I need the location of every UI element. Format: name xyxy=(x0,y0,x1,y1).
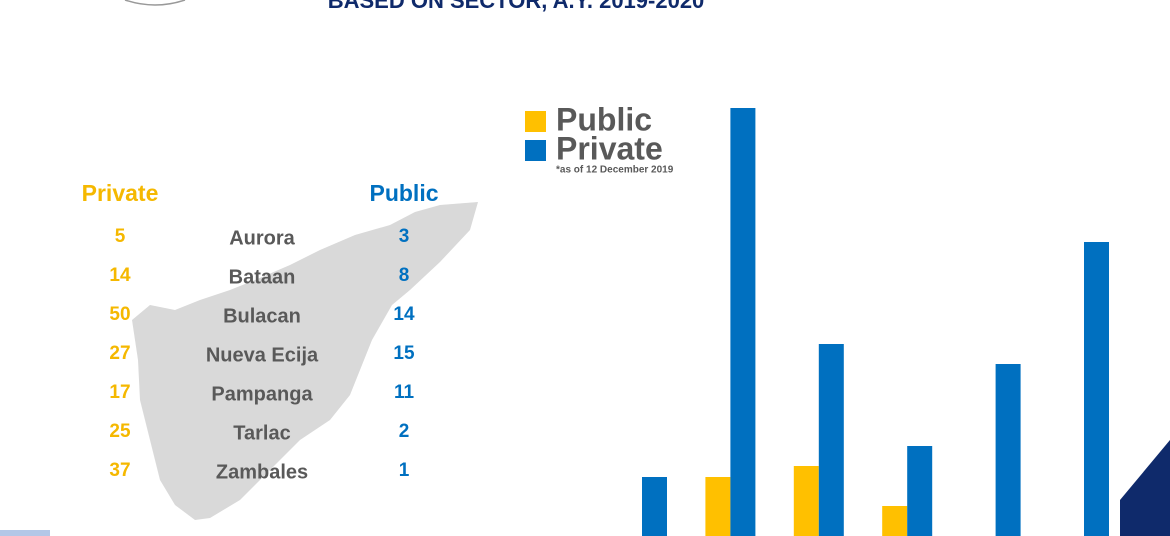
logo xyxy=(124,0,186,6)
public-count: 2 xyxy=(399,421,410,442)
private-count: 25 xyxy=(109,421,131,442)
bar xyxy=(907,446,933,536)
public-count: 11 xyxy=(394,382,415,403)
table: Private Public 5 Aurora 3 14 Bataan 8 50 Bulacan 1… xyxy=(82,180,439,483)
map xyxy=(132,202,478,520)
legend-swatch xyxy=(525,111,546,132)
bar xyxy=(882,506,908,536)
legend-label: Public xyxy=(556,101,652,137)
legend-swatch xyxy=(525,140,546,161)
province: Bulacan xyxy=(223,305,301,327)
private-count: 5 xyxy=(115,226,126,247)
decoration xyxy=(0,530,50,536)
bar xyxy=(818,344,844,536)
province: Zambales xyxy=(216,461,308,483)
decoration xyxy=(1120,440,1170,536)
bar xyxy=(793,466,819,536)
bar xyxy=(730,108,756,536)
public-count: 15 xyxy=(393,343,415,364)
column-header: Public xyxy=(369,180,438,206)
province: Bataan xyxy=(229,266,296,288)
bar xyxy=(995,364,1021,536)
bar xyxy=(705,477,731,536)
public-count: 8 xyxy=(399,265,410,286)
title: BASED ON SECTOR, A.Y. 2019-2020 xyxy=(328,0,705,13)
public-count: 1 xyxy=(399,460,410,481)
province: Pampanga xyxy=(211,383,313,405)
province: Tarlac xyxy=(233,422,290,444)
province: Nueva Ecija xyxy=(206,344,319,366)
public-count: 14 xyxy=(393,304,415,325)
private-count: 27 xyxy=(109,343,130,364)
private-count: 14 xyxy=(109,265,131,286)
bar xyxy=(1084,242,1109,536)
public-count: 3 xyxy=(399,226,410,247)
province: Aurora xyxy=(229,227,295,249)
bar xyxy=(642,477,667,536)
note: *as of 12 December 2019 xyxy=(556,165,674,176)
private-count: 17 xyxy=(109,382,130,403)
private-count: 50 xyxy=(109,304,130,325)
legend-label: Private xyxy=(556,130,663,166)
private-count: 37 xyxy=(109,460,130,481)
column-header: Private xyxy=(82,180,159,206)
